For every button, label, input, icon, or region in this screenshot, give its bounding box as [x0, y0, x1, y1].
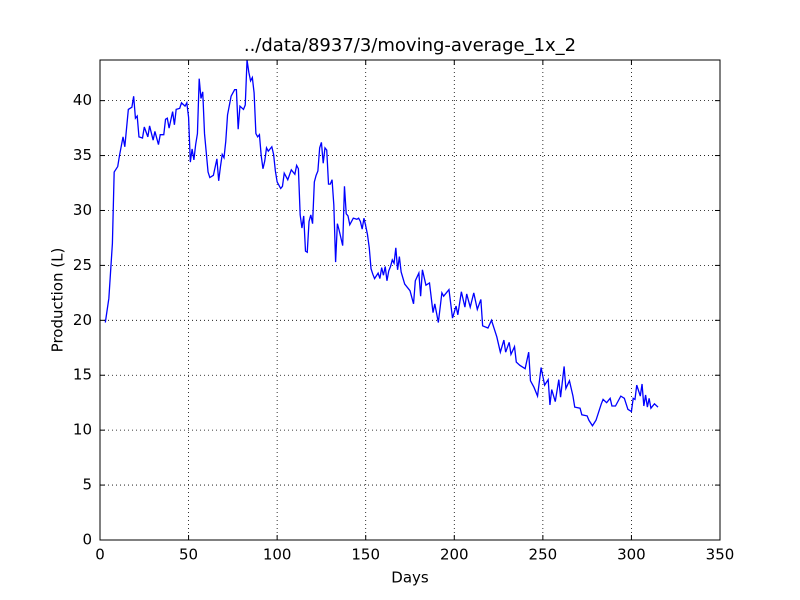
y-tick-label: 10 [73, 421, 92, 439]
x-tick-label: 100 [263, 546, 292, 564]
y-tick-label: 0 [82, 531, 92, 549]
data-line [104, 59, 659, 427]
y-tick-label: 25 [73, 256, 92, 274]
x-tick-label: 300 [617, 546, 646, 564]
y-axis-label: Production (L) [49, 248, 67, 353]
y-tick-label: 5 [82, 476, 92, 494]
y-tick-label: 30 [73, 201, 92, 219]
x-tick-label: 200 [440, 546, 469, 564]
y-tick-label: 35 [73, 146, 92, 164]
y-tick-label: 15 [73, 366, 92, 384]
chart-title: ../data/8937/3/moving-average_1x_2 [244, 35, 576, 56]
x-axis-label: Days [391, 569, 429, 587]
y-tick-label: 20 [73, 311, 92, 329]
x-tick-label: 350 [706, 546, 735, 564]
y-tick-label: 40 [73, 91, 92, 109]
plot-frame [99, 59, 721, 541]
x-tick-label: 250 [529, 546, 558, 564]
x-tick-label: 50 [179, 546, 198, 564]
x-tick-label: 150 [351, 546, 380, 564]
x-tick-label: 0 [95, 546, 105, 564]
